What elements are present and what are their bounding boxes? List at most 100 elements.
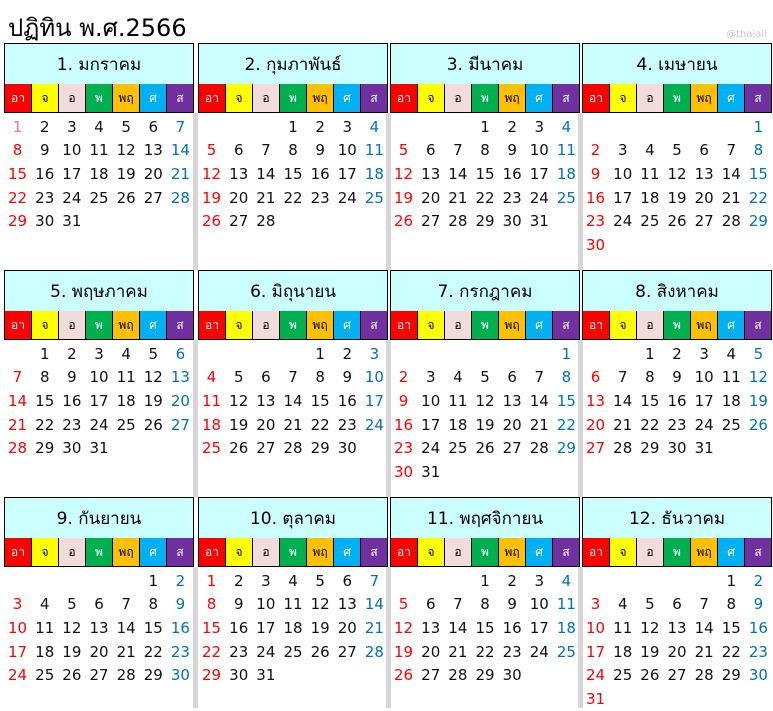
date-cell[interactable]: 29	[721, 666, 741, 685]
date-cell[interactable]: 9	[507, 595, 517, 614]
date-cell[interactable]: 23	[170, 642, 190, 661]
date-cell[interactable]: 10	[529, 141, 549, 160]
date-cell[interactable]: 2	[233, 571, 244, 590]
date-cell[interactable]: 2	[175, 571, 186, 590]
date-cell[interactable]: 17	[62, 164, 82, 183]
date-cell[interactable]: 15	[475, 618, 495, 637]
date-cell[interactable]: 4	[39, 595, 50, 614]
date-cell[interactable]: 22	[475, 642, 495, 661]
date-cell[interactable]: 25	[640, 212, 660, 231]
date-cell[interactable]: 14	[448, 618, 468, 637]
date-cell[interactable]: 18	[721, 391, 741, 410]
date-cell[interactable]: 2	[507, 117, 517, 136]
date-cell[interactable]: 8	[12, 141, 23, 160]
date-cell[interactable]: 8	[288, 141, 298, 160]
date-cell[interactable]: 5	[480, 368, 490, 387]
date-cell[interactable]: 13	[89, 618, 109, 637]
date-cell[interactable]: 19	[667, 188, 687, 207]
date-cell[interactable]: 21	[116, 642, 136, 661]
date-cell[interactable]: 6	[342, 571, 353, 590]
date-cell[interactable]: 19	[748, 391, 768, 410]
date-cell[interactable]: 25	[364, 188, 384, 207]
date-cell[interactable]: 13	[256, 391, 276, 410]
date-cell[interactable]: 9	[398, 391, 409, 410]
date-cell[interactable]: 12	[202, 164, 222, 183]
date-cell[interactable]: 30	[502, 666, 522, 685]
date-cell[interactable]: 30	[667, 439, 687, 458]
date-cell[interactable]: 27	[229, 212, 249, 231]
date-cell[interactable]: 24	[337, 188, 357, 207]
date-cell[interactable]: 27	[421, 666, 441, 685]
date-cell[interactable]: 16	[62, 391, 82, 410]
date-cell[interactable]: 4	[369, 117, 380, 136]
date-cell[interactable]: 3	[699, 344, 709, 363]
date-cell[interactable]: 25	[35, 666, 55, 685]
date-cell[interactable]: 10	[613, 164, 633, 183]
date-cell[interactable]: 8	[726, 595, 737, 614]
date-cell[interactable]: 27	[586, 439, 606, 458]
date-cell[interactable]: 12	[394, 618, 414, 637]
date-cell[interactable]: 2	[590, 141, 601, 160]
date-cell[interactable]: 12	[143, 368, 163, 387]
date-cell[interactable]: 20	[667, 642, 687, 661]
date-cell[interactable]: 2	[507, 571, 517, 590]
date-cell[interactable]: 22	[721, 642, 741, 661]
date-cell[interactable]: 23	[310, 188, 330, 207]
date-cell[interactable]: 24	[613, 212, 633, 231]
date-cell[interactable]: 11	[283, 595, 303, 614]
date-cell[interactable]: 21	[364, 618, 384, 637]
date-cell[interactable]: 19	[62, 642, 82, 661]
date-cell[interactable]: 9	[233, 595, 244, 614]
date-cell[interactable]: 24	[8, 666, 28, 685]
date-cell[interactable]: 21	[170, 164, 190, 183]
date-cell[interactable]: 20	[337, 618, 357, 637]
date-cell[interactable]: 3	[12, 595, 23, 614]
date-cell[interactable]: 22	[8, 188, 28, 207]
date-cell[interactable]: 1	[561, 344, 572, 363]
date-cell[interactable]: 18	[35, 642, 55, 661]
date-cell[interactable]: 23	[229, 642, 249, 661]
date-cell[interactable]: 6	[261, 368, 271, 387]
date-cell[interactable]: 6	[425, 595, 436, 614]
date-cell[interactable]: 1	[206, 571, 217, 590]
date-cell[interactable]: 11	[89, 141, 109, 160]
date-cell[interactable]: 5	[398, 595, 409, 614]
date-cell[interactable]: 3	[369, 344, 380, 363]
date-cell[interactable]: 27	[170, 415, 190, 434]
date-cell[interactable]: 10	[256, 595, 276, 614]
date-cell[interactable]: 13	[667, 618, 687, 637]
date-cell[interactable]: 29	[310, 439, 330, 458]
date-cell[interactable]: 29	[143, 666, 163, 685]
date-cell[interactable]: 19	[640, 642, 660, 661]
date-cell[interactable]: 14	[256, 164, 276, 183]
date-cell[interactable]: 17	[8, 642, 28, 661]
date-cell[interactable]: 18	[283, 618, 303, 637]
date-cell[interactable]: 23	[502, 188, 522, 207]
date-cell[interactable]: 9	[39, 141, 50, 160]
date-cell[interactable]: 17	[337, 164, 357, 183]
date-cell[interactable]: 11	[448, 391, 468, 410]
date-cell[interactable]: 27	[143, 188, 163, 207]
date-cell[interactable]: 17	[529, 164, 549, 183]
date-cell[interactable]: 12	[310, 595, 330, 614]
date-cell[interactable]: 1	[726, 571, 737, 590]
date-cell[interactable]: 29	[475, 666, 495, 685]
date-cell[interactable]: 15	[8, 164, 28, 183]
date-cell[interactable]: 27	[256, 439, 276, 458]
date-cell[interactable]: 19	[143, 391, 163, 410]
date-cell[interactable]: 18	[364, 164, 384, 183]
date-cell[interactable]: 28	[448, 666, 468, 685]
date-cell[interactable]: 7	[261, 141, 271, 160]
date-cell[interactable]: 20	[89, 642, 109, 661]
date-cell[interactable]: 7	[175, 117, 186, 136]
date-cell[interactable]: 31	[421, 462, 441, 481]
date-cell[interactable]: 14	[613, 391, 633, 410]
date-cell[interactable]: 20	[502, 415, 522, 434]
date-cell[interactable]: 2	[753, 571, 764, 590]
date-cell[interactable]: 5	[121, 117, 131, 136]
date-cell[interactable]: 6	[233, 141, 244, 160]
date-cell[interactable]: 15	[556, 391, 576, 410]
date-cell[interactable]: 17	[529, 618, 549, 637]
date-cell[interactable]: 3	[617, 141, 628, 160]
date-cell[interactable]: 28	[283, 439, 303, 458]
